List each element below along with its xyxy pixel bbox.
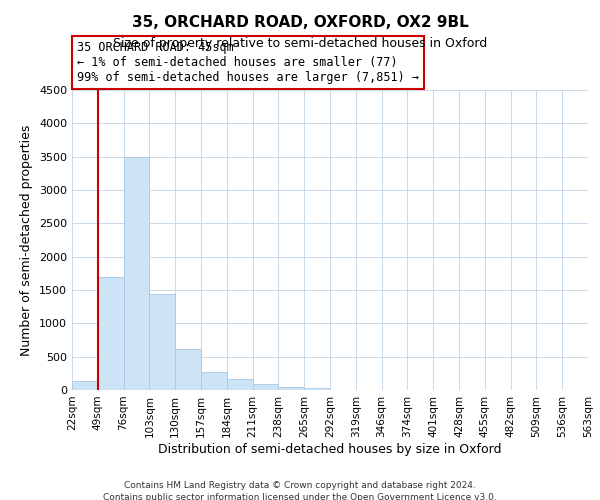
Text: 35, ORCHARD ROAD, OXFORD, OX2 9BL: 35, ORCHARD ROAD, OXFORD, OX2 9BL: [131, 15, 469, 30]
Bar: [124, 156, 149, 390]
Text: 35 ORCHARD ROAD: 45sqm
← 1% of semi-detached houses are smaller (77)
99% of semi: 35 ORCHARD ROAD: 45sqm ← 1% of semi-deta…: [77, 41, 419, 84]
Text: Contains public sector information licensed under the Open Government Licence v3: Contains public sector information licen…: [103, 492, 497, 500]
Text: Size of property relative to semi-detached houses in Oxford: Size of property relative to semi-detach…: [113, 38, 487, 51]
Bar: [149, 294, 175, 390]
Bar: [304, 388, 330, 390]
Text: Contains HM Land Registry data © Crown copyright and database right 2024.: Contains HM Land Registry data © Crown c…: [124, 481, 476, 490]
Bar: [278, 388, 304, 390]
Bar: [72, 380, 98, 390]
Bar: [175, 348, 201, 390]
Bar: [253, 384, 278, 390]
Y-axis label: Number of semi-detached properties: Number of semi-detached properties: [20, 124, 34, 356]
X-axis label: Distribution of semi-detached houses by size in Oxford: Distribution of semi-detached houses by …: [158, 442, 502, 456]
Bar: [227, 380, 253, 390]
Bar: [98, 276, 124, 390]
Bar: [201, 372, 227, 390]
